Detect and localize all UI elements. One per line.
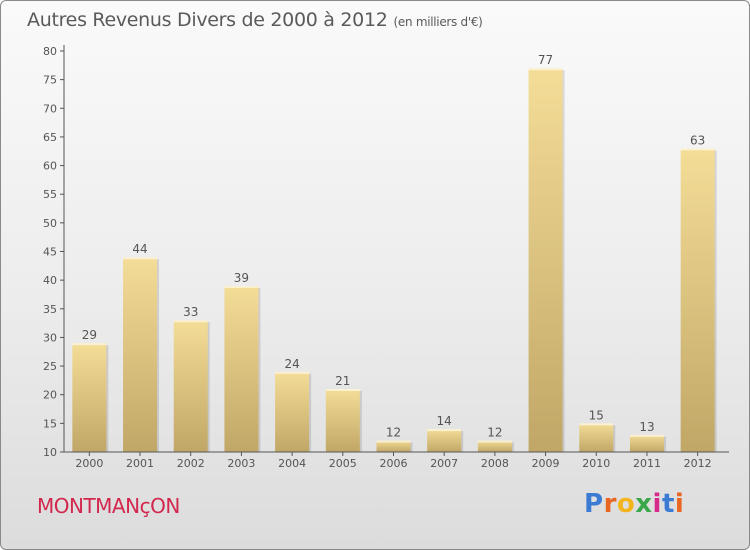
bar-highlight — [680, 148, 715, 151]
bar-highlight — [72, 343, 107, 346]
y-tick-label-65: 65 — [43, 131, 57, 144]
bar-2011 — [629, 434, 664, 452]
bar-2008 — [477, 440, 512, 452]
x-tick-label-2010: 2010 — [582, 457, 610, 470]
y-tick-label-35: 35 — [43, 303, 57, 316]
bar-2009 — [528, 68, 563, 452]
data-label-2003: 39 — [234, 271, 249, 285]
y-tick-label-25: 25 — [43, 360, 57, 373]
logo-letter: t — [661, 489, 675, 519]
logo-letter: P — [584, 489, 604, 519]
bar-highlight — [528, 68, 563, 71]
bar-2012 — [680, 148, 715, 452]
bar-highlight — [579, 423, 614, 426]
x-tick-label-2002: 2002 — [177, 457, 205, 470]
data-label-2012: 63 — [690, 133, 705, 147]
x-tick-label-2004: 2004 — [278, 457, 306, 470]
bar-2004 — [275, 371, 310, 452]
x-tick-label-2008: 2008 — [481, 457, 509, 470]
y-tick-label-20: 20 — [43, 389, 57, 402]
data-label-2010: 15 — [589, 408, 604, 422]
data-label-2004: 24 — [284, 357, 299, 371]
x-tick-label-2009: 2009 — [532, 457, 560, 470]
y-tick-label-15: 15 — [43, 417, 57, 430]
x-tick-label-2007: 2007 — [430, 457, 458, 470]
bar-2001 — [123, 257, 158, 452]
data-label-2008: 12 — [487, 426, 502, 440]
x-tick-label-2005: 2005 — [329, 457, 357, 470]
data-label-2002: 33 — [183, 305, 198, 319]
x-tick-label-2000: 2000 — [75, 457, 103, 470]
bar-2003 — [224, 285, 259, 452]
x-tick-label-2012: 2012 — [684, 457, 712, 470]
y-tick-label-50: 50 — [43, 217, 57, 230]
data-label-2000: 29 — [82, 328, 97, 342]
title-unit: (en milliers d'€) — [393, 15, 483, 29]
proxiti-logo: Proxiti — [584, 489, 684, 519]
bar-highlight — [224, 285, 259, 288]
bar-2002 — [173, 320, 208, 452]
chart-title: Autres Revenus Divers de 2000 à 2012 (en … — [27, 9, 483, 31]
bar-2007 — [427, 429, 462, 452]
bar-highlight — [325, 388, 360, 391]
data-label-2006: 12 — [386, 426, 401, 440]
y-tick-label-45: 45 — [43, 246, 57, 259]
y-tick-label-70: 70 — [43, 102, 57, 115]
bar-highlight — [427, 429, 462, 432]
y-tick-label-55: 55 — [43, 188, 57, 201]
bar-highlight — [275, 371, 310, 374]
bar-highlight — [173, 320, 208, 323]
bar-2006 — [376, 440, 411, 452]
x-tick-label-2003: 2003 — [227, 457, 255, 470]
y-tick-label-60: 60 — [43, 160, 57, 173]
x-tick-label-2011: 2011 — [633, 457, 661, 470]
data-label-2005: 21 — [335, 374, 350, 388]
bar-2010 — [579, 423, 614, 452]
logo-letter: i — [674, 489, 685, 519]
title-text: Autres Revenus Divers de 2000 à 2012 — [27, 9, 388, 31]
y-tick-label-80: 80 — [43, 45, 57, 58]
bar-2005 — [325, 388, 360, 452]
y-tick-label-75: 75 — [43, 74, 57, 87]
data-label-2007: 14 — [437, 414, 452, 428]
data-label-2011: 13 — [639, 420, 654, 434]
y-tick-label-40: 40 — [43, 274, 57, 287]
bar-highlight — [629, 434, 664, 437]
logo-letter: x — [635, 489, 653, 519]
y-tick-label-10: 10 — [43, 446, 57, 459]
bar-2000 — [72, 343, 107, 452]
bar-highlight — [123, 257, 158, 260]
y-tick-label-30: 30 — [43, 331, 57, 344]
data-label-2009: 77 — [538, 53, 553, 67]
town-name: MONTMANçON — [37, 494, 180, 518]
logo-letter: o — [616, 489, 636, 519]
logo-letter: i — [652, 489, 662, 519]
x-tick-label-2006: 2006 — [380, 457, 408, 470]
data-label-2001: 44 — [132, 242, 147, 256]
logo-letter: r — [603, 489, 617, 519]
bar-highlight — [376, 440, 411, 443]
bar-highlight — [477, 440, 512, 443]
x-tick-label-2001: 2001 — [126, 457, 154, 470]
